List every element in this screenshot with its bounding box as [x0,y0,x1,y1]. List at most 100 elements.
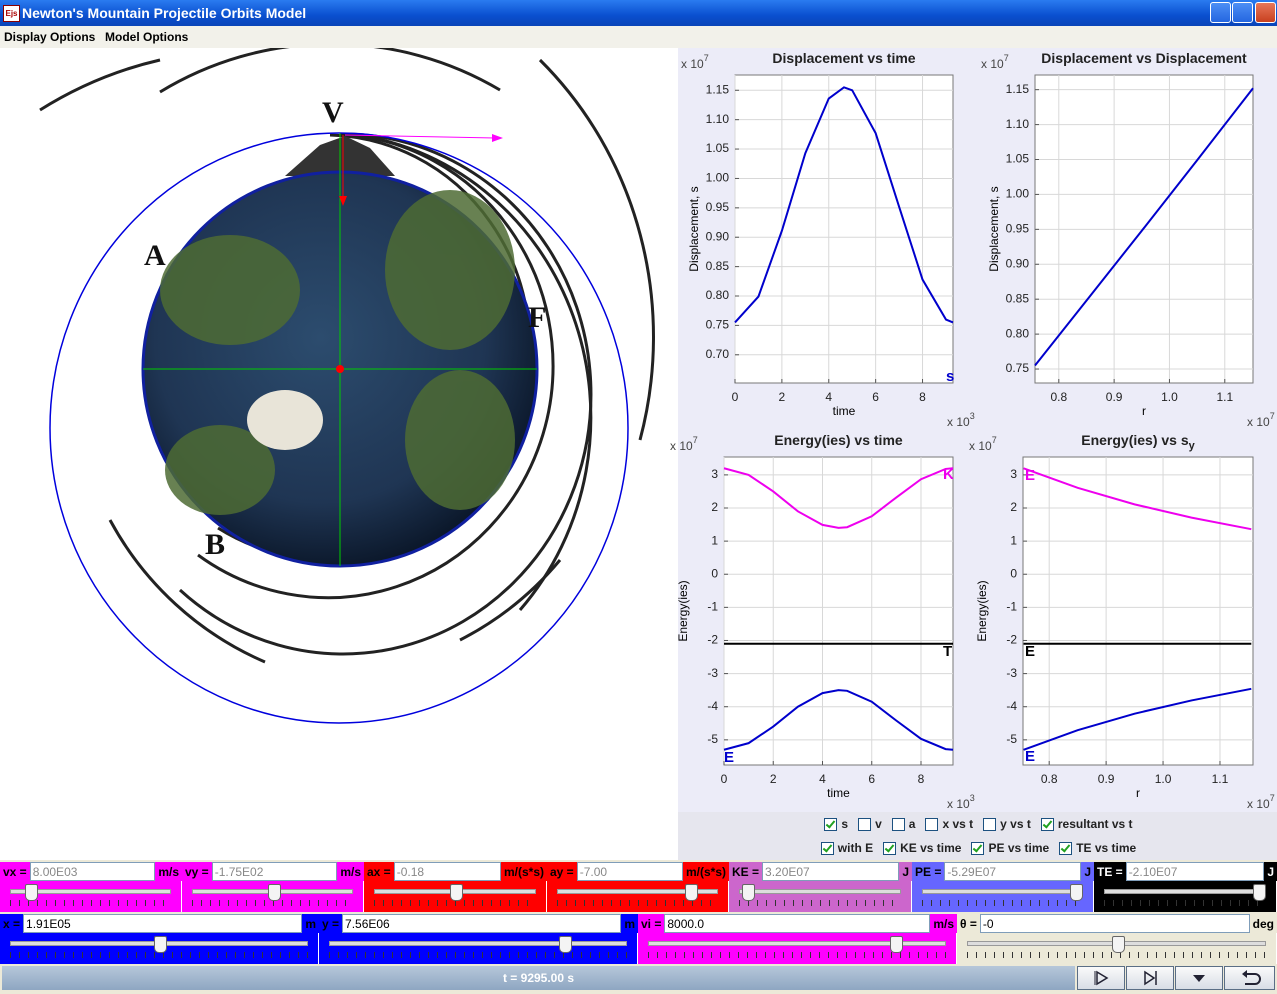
slider[interactable] [364,881,547,912]
diagram-label: B [205,528,225,561]
time-display: t = 9295.00 s [2,966,1075,990]
y-tick-label: 2 [1010,500,1017,514]
slider-thumb[interactable] [450,884,463,901]
maximize-button[interactable] [1232,2,1253,23]
checkbox-option[interactable]: TE vs time [1059,841,1136,855]
reset-button[interactable] [1224,966,1275,990]
slider-thumb[interactable] [742,884,756,901]
slider-thumb[interactable] [685,884,699,901]
field-value[interactable]: -2.10E07 [1125,862,1265,881]
field-value[interactable]: 1.91E05 [23,914,303,933]
slider-thumb[interactable] [559,936,573,953]
field-value[interactable]: -0.18 [393,862,501,881]
y-axis-label: Energy(ies) [676,580,690,641]
slider[interactable] [0,933,319,964]
field-value[interactable]: -7.00 [576,862,683,881]
reset-time-button[interactable] [1175,966,1223,990]
menu-item[interactable]: Model Options [105,30,189,44]
slider-ticks [10,952,308,958]
x-tick-label: 6 [872,390,879,404]
slider[interactable] [638,933,957,964]
plot-area [1022,456,1254,766]
slider-thumb[interactable] [154,936,167,953]
play-button[interactable] [1077,966,1125,990]
checkbox[interactable] [883,841,897,855]
checkbox[interactable] [925,817,939,831]
slider-thumb[interactable] [267,884,281,901]
axis-multiplier: x 103 [947,793,975,811]
minimize-button[interactable] [1210,2,1231,23]
field-value[interactable]: -0 [979,914,1250,933]
y-tick-label: 0.80 [706,288,730,302]
slider[interactable] [182,881,364,912]
multiplier-exponent: 7 [992,435,997,445]
slider-thumb[interactable] [1252,884,1266,901]
step-button[interactable] [1126,966,1174,990]
checkbox-option[interactable]: with E [820,841,874,855]
x-tick-label: 0.8 [1041,772,1058,786]
slider-thumb[interactable] [1069,884,1083,901]
checkbox[interactable] [891,817,905,831]
slider-thumb[interactable] [1111,936,1125,953]
checkbox[interactable] [824,817,838,831]
checkbox-option[interactable]: resultant vs t [1040,817,1133,831]
field-label: KE = [729,862,763,881]
chart-title: Displacement vs Displacement [1041,50,1247,66]
slider[interactable] [319,933,638,964]
y-axis-label: Displacement, s [987,186,1001,271]
checkbox[interactable] [820,841,834,855]
y-tick-label: -4 [1006,699,1017,713]
curve-label: T [943,643,952,660]
checkbox[interactable] [983,817,997,831]
field-group: θ = -0 deg [957,914,1277,933]
close-button[interactable] [1255,2,1276,23]
menu-item[interactable]: Display Options [4,30,96,44]
slider[interactable] [547,881,729,912]
checkbox-option[interactable]: KE vs time [883,841,961,855]
checkbox-option[interactable]: PE vs time [971,841,1049,855]
checkbox-label: PE vs time [988,841,1050,855]
x-tick-label: 0 [721,772,728,786]
checkbox[interactable] [858,817,872,831]
y-tick-label: 0.90 [1006,256,1030,270]
slider[interactable] [957,933,1277,964]
checkbox[interactable] [1059,841,1073,855]
field-value[interactable]: -5.29E07 [944,862,1082,881]
checkbox-label: with E [837,841,874,855]
field-label: θ = [957,914,980,933]
multiplier-base: x 10 [947,797,970,811]
field-value[interactable]: -1.75E02 [211,862,338,881]
slider[interactable] [912,881,1094,912]
checkbox[interactable] [971,841,985,855]
slider-track [557,889,718,894]
field-unit: J [899,862,912,881]
checkbox-option[interactable]: s [824,817,848,831]
multiplier-exponent: 3 [970,411,975,421]
checkbox-option[interactable]: y vs t [983,817,1031,831]
axis-multiplier: x 107 [1247,411,1275,429]
slider[interactable] [729,881,912,912]
slider-thumb[interactable] [889,936,903,953]
slider-thumb[interactable] [25,884,39,901]
multiplier-exponent: 7 [1270,411,1275,421]
data-line [723,689,954,751]
y-axis-label: Displacement, s [687,186,701,271]
checkbox-option[interactable]: v [858,817,882,831]
checkbox-option[interactable]: x vs t [925,817,973,831]
field-value[interactable]: 7.56E06 [342,914,622,933]
field-value[interactable]: 8000.0 [664,914,931,933]
x-tick-label: 1.0 [1161,390,1178,404]
field-value[interactable]: 8.00E03 [29,862,156,881]
field-value[interactable]: 3.20E07 [762,862,900,881]
slider[interactable] [1094,881,1277,912]
y-tick-label: 2 [711,500,718,514]
orbit-path [49,132,629,724]
slider[interactable] [0,881,182,912]
field-unit: m/s [337,862,364,881]
slider-ticks [10,900,171,906]
field-unit: m/(s*s) [682,862,729,881]
chart-title: Energy(ies) vs sy [1081,432,1195,452]
checkbox[interactable] [1040,817,1054,831]
checkbox-option[interactable]: a [891,817,915,831]
field-unit: J [1081,862,1094,881]
